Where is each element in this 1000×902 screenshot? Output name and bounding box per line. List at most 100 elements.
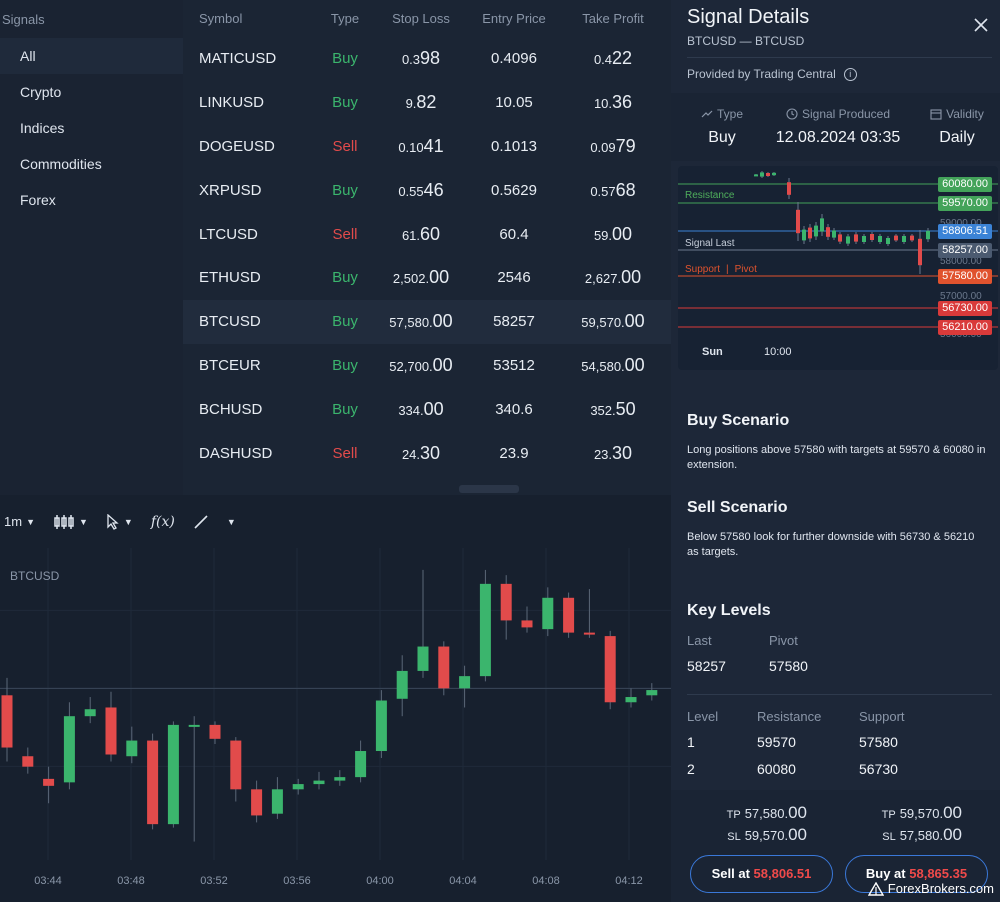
cursor-selector[interactable]: ▼ [106,513,133,530]
mini-candle [918,238,922,266]
entry-price-cell: 0.1013 [491,137,537,155]
summary-produced: Signal Produced 12.08.2024 03:35 [773,107,903,147]
entry-price-cell: 0.4096 [491,50,537,68]
symbol-cell: ETHUSD [199,269,261,287]
table-row[interactable]: LINKUSD Buy 9.82 10.05 10.36 [183,81,671,125]
sell-scenario-text: Below 57580 look for further downside wi… [687,531,975,558]
level-pill: 58806.51 [938,224,992,239]
level-support: 57580 [859,734,898,750]
table-row[interactable]: DASHUSD Sell 24.30 23.9 23.30 [183,431,671,475]
candle [271,789,283,814]
validity-value: Daily [939,129,975,146]
mini-candle [886,238,890,244]
resistance-col-header: Resistance [757,709,822,724]
buy-scenario-text: Long positions above 57580 with targets … [687,444,986,471]
candle [417,646,429,671]
type-cell: Buy [332,356,358,374]
symbol-cell: BCHUSD [199,400,263,418]
stop-loss-cell: 334.00 [398,398,444,419]
table-row[interactable]: MATICUSD Buy 0.398 0.4096 0.422 [183,37,671,81]
symbol-cell: BTCEUR [199,356,261,374]
candle [542,597,554,630]
price-chart[interactable]: 03:44 03:48 03:52 03:56 04:00 04:04 04:08 04:12… [0,548,671,902]
type-value: Buy [708,129,736,146]
drawing-tool-button[interactable] [193,514,209,530]
entry-price-cell: 60.4 [499,225,529,243]
take-profit-cell: 10.36 [593,92,633,113]
buy-button[interactable]: Buy at 58,865.35 [845,855,988,893]
entry-price-cell: 2546 [497,269,531,287]
summary-validity: Validity Daily [923,107,991,147]
type-cell: Sell [332,137,358,155]
mini-candle [760,172,764,177]
chart-type-selector[interactable]: ▼ [53,514,88,530]
col-header-type[interactable]: Type [330,11,360,26]
col-header-entry-price[interactable]: Entry Price [482,11,546,26]
trend-line-icon [194,514,208,529]
stop-loss-cell: 0.398 [401,48,441,69]
forexbrokers-logo-icon [867,881,884,896]
symbol-cell: MATICUSD [199,50,277,68]
indicators-button[interactable]: f(x) [151,514,175,530]
sidebar-item-commodities[interactable]: Commodities [20,156,102,172]
mini-candle [826,227,830,237]
candle [396,670,408,699]
x-axis-tick: 04:04 [449,875,477,887]
resize-handle[interactable] [459,485,519,493]
support-col-header: Support [859,709,905,724]
level-support: 56730 [859,761,898,777]
mini-candle [787,182,791,195]
level-pill: 56210.00 [938,320,992,335]
table-header: Symbol Type Stop Loss Entry Price Take P… [183,0,671,37]
sell-price: 58,806.51 [753,866,812,881]
candlestick-chart[interactable]: 03:44 03:48 03:52 03:56 04:00 04:04 04:08 04:12 [0,548,671,902]
validity-label: Validity [946,107,984,121]
table-row[interactable]: ETHUSD Buy 2,502.00 2546 2,627.00 [183,256,671,300]
level-pill: 59570.00 [938,196,992,211]
close-icon[interactable] [972,16,990,34]
table-row[interactable]: BTCUSD Buy 57,580.00 58257 59,570.00 [183,299,671,344]
axis-tick: 58000.00 [940,256,982,267]
chart-symbol-label: BTCUSD [10,569,60,583]
sidebar-item-indices[interactable]: Indices [20,120,65,136]
info-icon[interactable]: i [843,67,857,81]
entry-price-cell: 23.9 [499,444,529,462]
x-axis-tick: 04:12 [615,875,643,887]
col-header-stop-loss[interactable]: Stop Loss [392,11,450,26]
take-profit-cell: 352.50 [590,398,636,419]
take-profit-cell: 23.30 [593,442,633,463]
type-cell: Buy [332,313,358,331]
table-row[interactable]: BCHUSD Buy 334.00 340.6 352.50 [183,387,671,431]
mini-candle [838,234,842,242]
stop-loss-cell: 24.30 [401,442,441,463]
candle [355,751,367,778]
table-row[interactable]: DOGEUSD Sell 0.1041 0.1013 0.0979 [183,125,671,169]
resistance-label: Resistance [685,190,735,201]
signal-mini-chart: Resistance Signal Last Support | Pivot 5… [678,166,998,370]
sidebar-item-crypto[interactable]: Crypto [20,84,62,100]
take-profit-cell: 0.422 [593,48,633,69]
label-separator: | [726,264,729,275]
candle [167,724,179,825]
mini-candle [902,236,906,242]
table-row[interactable]: XRPUSD Buy 0.5546 0.5629 0.5768 [183,168,671,212]
level-col-header: Level [687,709,719,724]
support-label: Support [685,264,721,275]
mini-x-label: Sun [702,346,723,358]
col-header-symbol[interactable]: Symbol [199,11,243,26]
sidebar-item-forex[interactable]: Forex [20,192,56,208]
sidebar-item-all[interactable]: All [0,38,183,74]
candle [84,709,96,717]
interval-selector[interactable]: 1m ▼ [4,514,35,529]
trend-up-icon [701,110,713,118]
sell-button[interactable]: Sell at 58,806.51 [690,855,833,893]
table-row[interactable]: LTCUSD Sell 61.60 60.4 59.00 [183,212,671,256]
level-pill: 60080.00 [938,177,992,192]
take-profit-cell: 59,570.00 [581,311,645,332]
drawing-tools-dropdown[interactable]: ▼ [227,517,236,527]
table-row[interactable]: BTCEUR Buy 52,700.00 53512 54,580.00 [183,344,671,388]
mini-candle [808,227,812,239]
divider [687,57,992,58]
mini-candle [832,230,836,238]
col-header-take-profit[interactable]: Take Profit [582,11,644,26]
